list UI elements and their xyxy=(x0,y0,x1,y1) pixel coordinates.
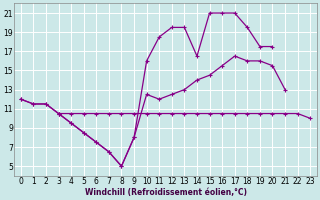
X-axis label: Windchill (Refroidissement éolien,°C): Windchill (Refroidissement éolien,°C) xyxy=(84,188,246,197)
